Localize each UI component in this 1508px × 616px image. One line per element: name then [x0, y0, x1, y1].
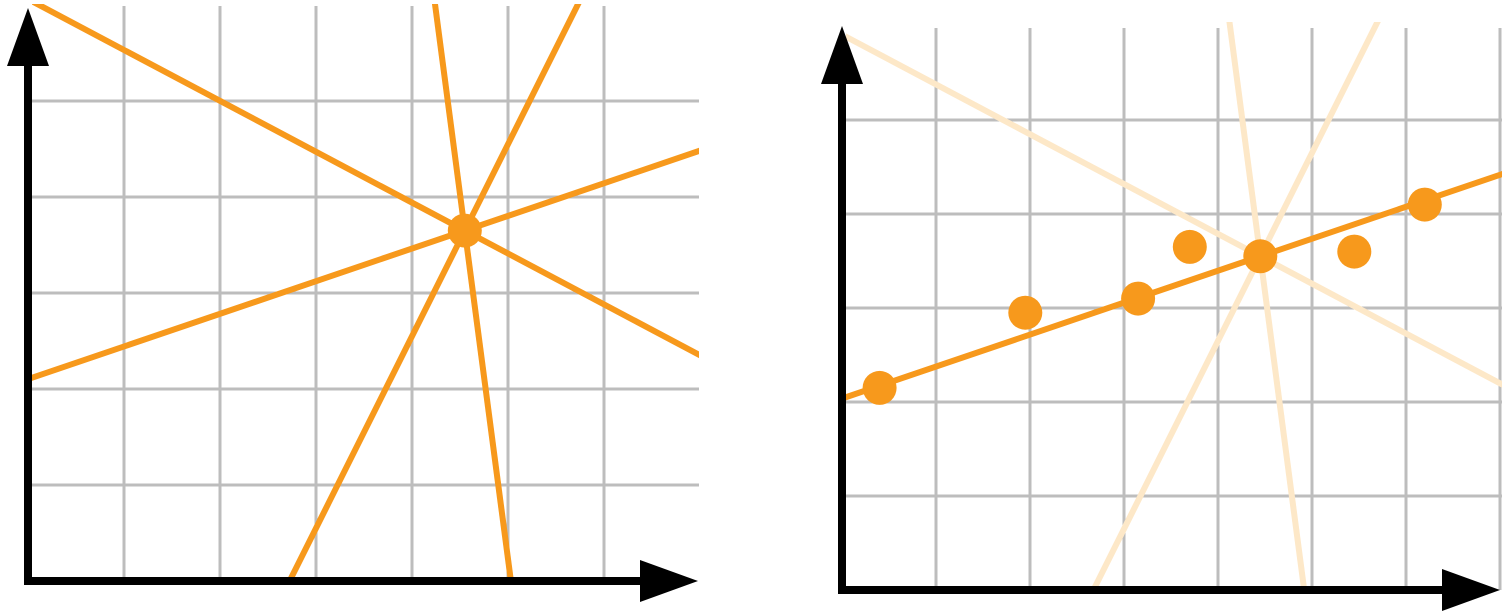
data-point: [1407, 187, 1442, 222]
y-axis-arrowhead-icon: [821, 26, 863, 84]
data-point: [1121, 281, 1156, 316]
data-point: [1172, 229, 1207, 264]
axes: [821, 26, 1500, 611]
y-axis-arrowhead-icon: [7, 8, 49, 66]
data-point: [1337, 234, 1372, 269]
data-point: [1243, 239, 1278, 274]
x-axis-arrowhead-icon: [640, 560, 698, 602]
data-points: [862, 187, 1442, 405]
grid-lines: [842, 28, 1502, 590]
x-axis-arrowhead-icon: [1442, 569, 1500, 611]
grid-lines: [28, 6, 699, 581]
data-point: [1008, 295, 1043, 330]
axes: [7, 8, 698, 602]
data-points: [447, 213, 482, 248]
data-point: [862, 370, 897, 405]
pivot-point: [447, 213, 482, 248]
